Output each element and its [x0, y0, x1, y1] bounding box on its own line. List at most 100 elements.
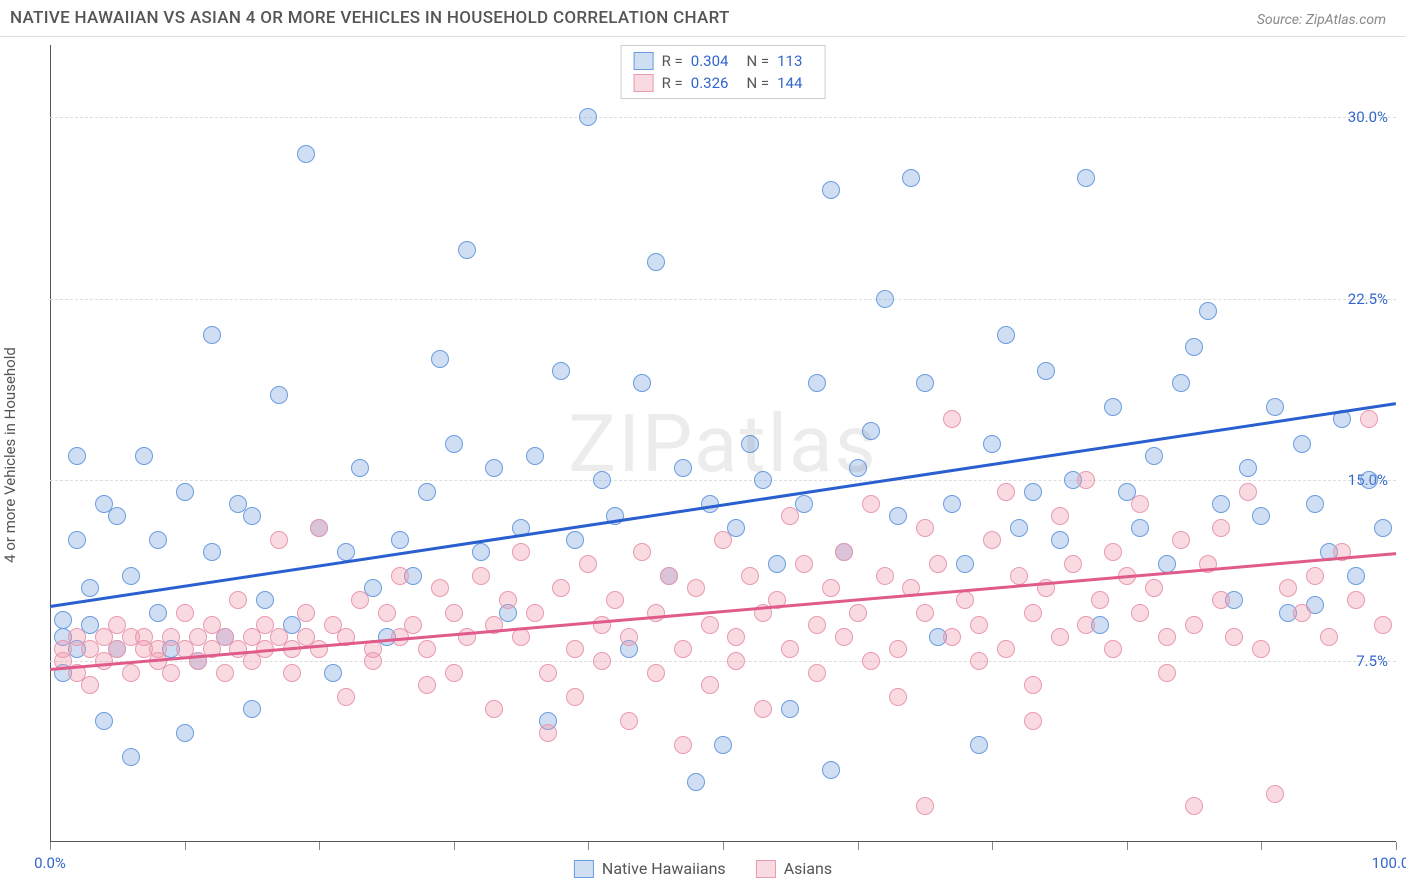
trend-line [50, 552, 1396, 670]
scatter-point [1239, 483, 1257, 501]
correlation-legend: R = 0.304 N = 113 R = 0.326 N = 144 [621, 45, 826, 99]
swatch-asian-bottom [756, 860, 776, 878]
swatch-hawaiian-bottom [574, 860, 594, 878]
chart-title: NATIVE HAWAIIAN VS ASIAN 4 OR MORE VEHIC… [10, 8, 730, 28]
scatter-point [512, 543, 530, 561]
chart-header: NATIVE HAWAIIAN VS ASIAN 4 OR MORE VEHIC… [0, 0, 1406, 37]
trend-line [50, 402, 1396, 607]
scatter-point [431, 350, 449, 368]
scatter-point [1360, 471, 1378, 489]
scatter-point [404, 616, 422, 634]
scatter-point [1199, 302, 1217, 320]
scatter-point [620, 628, 638, 646]
gridline-horizontal [50, 480, 1396, 481]
scatter-point [1185, 338, 1203, 356]
x-tick [185, 842, 186, 850]
scatter-point [741, 435, 759, 453]
scatter-point [1252, 640, 1270, 658]
scatter-point [1225, 628, 1243, 646]
scatter-point [176, 604, 194, 622]
scatter-point [324, 664, 342, 682]
scatter-point [1051, 507, 1069, 525]
legend-item-asian: Asians [756, 859, 832, 878]
scatter-point [943, 628, 961, 646]
scatter-point [876, 290, 894, 308]
scatter-point [1279, 579, 1297, 597]
scatter-point [243, 700, 261, 718]
x-tick [992, 842, 993, 850]
scatter-point [216, 664, 234, 682]
scatter-point [781, 700, 799, 718]
scatter-point [1306, 495, 1324, 513]
scatter-point [229, 591, 247, 609]
scatter-point [660, 567, 678, 585]
scatter-point [1024, 676, 1042, 694]
scatter-point [970, 652, 988, 670]
scatter-point [445, 664, 463, 682]
scatter-point [916, 374, 934, 392]
scatter-point [701, 616, 719, 634]
scatter-point [297, 604, 315, 622]
scatter-point [781, 640, 799, 658]
x-tick [454, 842, 455, 850]
scatter-point [862, 652, 880, 670]
scatter-point [1347, 567, 1365, 585]
scatter-point [1172, 374, 1190, 392]
x-tick [588, 842, 589, 850]
scatter-point [81, 579, 99, 597]
scatter-point [445, 435, 463, 453]
y-tick-label: 7.5% [1356, 652, 1388, 670]
scatter-point [310, 519, 328, 537]
scatter-point [445, 604, 463, 622]
scatter-point [149, 604, 167, 622]
scatter-point [566, 688, 584, 706]
scatter-point [647, 253, 665, 271]
scatter-point [1266, 785, 1284, 803]
scatter-point [566, 531, 584, 549]
scatter-point [1374, 616, 1392, 634]
scatter-point [916, 519, 934, 537]
scatter-point [781, 507, 799, 525]
scatter-point [1185, 797, 1203, 815]
scatter-point [687, 579, 705, 597]
scatter-point [431, 579, 449, 597]
scatter-point [1077, 169, 1095, 187]
scatter-point [929, 555, 947, 573]
scatter-point [714, 531, 732, 549]
scatter-point [418, 483, 436, 501]
scatter-point [526, 447, 544, 465]
scatter-point [727, 628, 745, 646]
scatter-point [472, 543, 490, 561]
scatter-point [687, 773, 705, 791]
scatter-point [849, 604, 867, 622]
scatter-point [203, 326, 221, 344]
scatter-point [1212, 591, 1230, 609]
scatter-point [701, 676, 719, 694]
scatter-point [391, 531, 409, 549]
scatter-point [579, 108, 597, 126]
scatter-point [122, 748, 140, 766]
scatter-point [822, 761, 840, 779]
scatter-point [674, 459, 692, 477]
scatter-point [539, 724, 557, 742]
scatter-point [1010, 519, 1028, 537]
scatter-point [364, 652, 382, 670]
gridline-horizontal [50, 299, 1396, 300]
scatter-point [1212, 519, 1230, 537]
scatter-point [337, 688, 355, 706]
y-tick-label: 30.0% [1348, 108, 1388, 126]
scatter-point [633, 374, 651, 392]
scatter-point [754, 471, 772, 489]
scatter-point [1158, 664, 1176, 682]
scatter-point [1360, 410, 1378, 428]
scatter-point [1131, 604, 1149, 622]
scatter-point [351, 459, 369, 477]
scatter-point [674, 640, 692, 658]
scatter-point [162, 664, 180, 682]
scatter-point [203, 543, 221, 561]
swatch-hawaiian [634, 52, 654, 70]
scatter-point [1145, 579, 1163, 597]
scatter-point [754, 700, 772, 718]
scatter-point [1024, 604, 1042, 622]
scatter-point [176, 724, 194, 742]
